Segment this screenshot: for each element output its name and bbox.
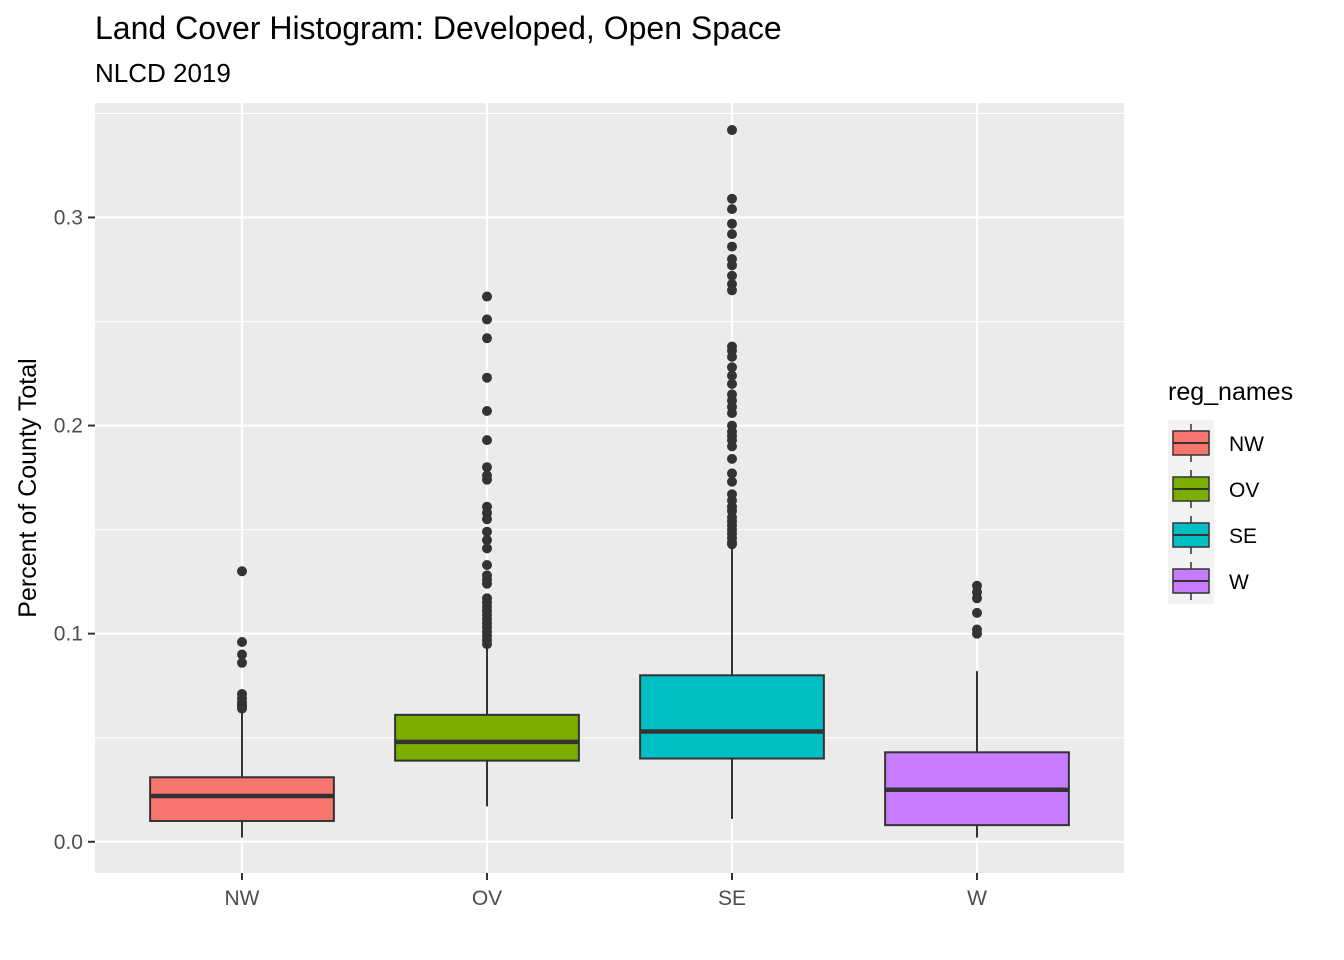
outlier-point [727, 539, 737, 550]
major-gridlines [95, 103, 1124, 873]
outlier-point [482, 514, 492, 525]
outlier-point [482, 291, 492, 302]
x-tick-label: SE [718, 887, 746, 910]
box-nw [149, 566, 335, 838]
y-tick-label: 0.0 [54, 831, 83, 854]
outlier-point [482, 314, 492, 325]
outlier-point [727, 270, 737, 281]
outlier-point [727, 362, 737, 373]
outlier-point [727, 468, 737, 479]
outlier-point [482, 526, 492, 537]
outlier-point [727, 453, 737, 464]
y-tick-label: 0.2 [54, 415, 83, 438]
outlier-point [727, 351, 737, 362]
x-tick-label: W [967, 887, 987, 910]
outlier-point [482, 435, 492, 446]
outlier-point [482, 333, 492, 344]
legend-item-se: SE [1172, 516, 1257, 554]
legend-label: NW [1229, 433, 1264, 456]
outlier-point [727, 378, 737, 389]
outlier-point [237, 637, 247, 647]
box-body [149, 776, 335, 822]
outlier-point [237, 566, 247, 577]
outlier-point [482, 543, 492, 554]
y-axis-title: Percent of County Total [14, 358, 42, 617]
outlier-point [727, 260, 737, 271]
outlier-point [972, 607, 982, 618]
box-se [639, 125, 825, 819]
outlier-point [482, 406, 492, 416]
y-tick-label: 0.3 [54, 206, 83, 229]
legend-item-nw: NW [1172, 424, 1264, 462]
legend: reg_names NW OV SE W [1168, 378, 1293, 604]
box-body [394, 713, 580, 762]
chart-subtitle: NLCD 2019 [95, 58, 231, 88]
box-body [639, 674, 825, 760]
legend-item-w: W [1172, 562, 1249, 600]
outlier-point [727, 241, 737, 252]
outlier-point [482, 535, 492, 546]
outlier-point [727, 476, 737, 487]
outlier-point [727, 408, 737, 419]
outlier-point [482, 560, 492, 570]
chart-title: Land Cover Histogram: Developed, Open Sp… [95, 10, 782, 46]
outlier-point [972, 628, 982, 639]
outlier-point [727, 441, 737, 452]
minor-gridlines [95, 112, 1124, 739]
boxplot-series [149, 125, 1070, 838]
outlier-point [727, 285, 737, 296]
legend-label: OV [1229, 479, 1259, 502]
x-tick-label: OV [472, 887, 502, 910]
legend-item-ov: OV [1172, 470, 1259, 508]
outlier-point [727, 125, 737, 136]
outlier-point [972, 593, 982, 604]
outlier-point [727, 218, 737, 229]
legend-title: reg_names [1168, 378, 1293, 406]
box-w [884, 580, 1070, 838]
x-tick-label: NW [225, 887, 260, 910]
outlier-point [482, 578, 492, 589]
outlier-point [727, 370, 737, 381]
outlier-point [482, 372, 492, 383]
box-ov [394, 291, 580, 807]
outlier-point [237, 649, 247, 660]
plot-panel [95, 103, 1124, 873]
legend-label: SE [1229, 525, 1257, 548]
outlier-point [237, 657, 247, 668]
outlier-point [727, 193, 737, 204]
outlier-point [482, 474, 492, 485]
outlier-point [237, 703, 247, 714]
outlier-point [727, 229, 737, 240]
outlier-point [482, 462, 492, 473]
legend-label: W [1229, 571, 1249, 594]
x-axis: NW OV SE W [225, 873, 987, 910]
outlier-point [482, 639, 492, 650]
y-axis: 0.0 0.1 0.2 0.3 [54, 206, 95, 854]
outlier-point [727, 204, 737, 215]
y-tick-label: 0.1 [54, 623, 83, 646]
